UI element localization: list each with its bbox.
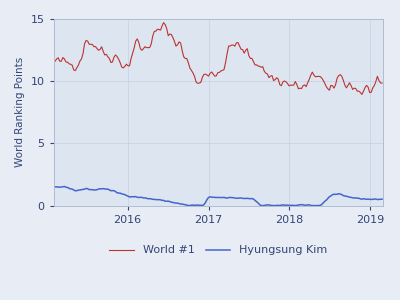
Y-axis label: World Ranking Points: World Ranking Points bbox=[15, 57, 25, 167]
Legend: World #1, Hyungsung Kim: World #1, Hyungsung Kim bbox=[105, 241, 332, 260]
Line: Hyungsung Kim: Hyungsung Kim bbox=[54, 187, 382, 206]
Line: World #1: World #1 bbox=[54, 22, 382, 94]
